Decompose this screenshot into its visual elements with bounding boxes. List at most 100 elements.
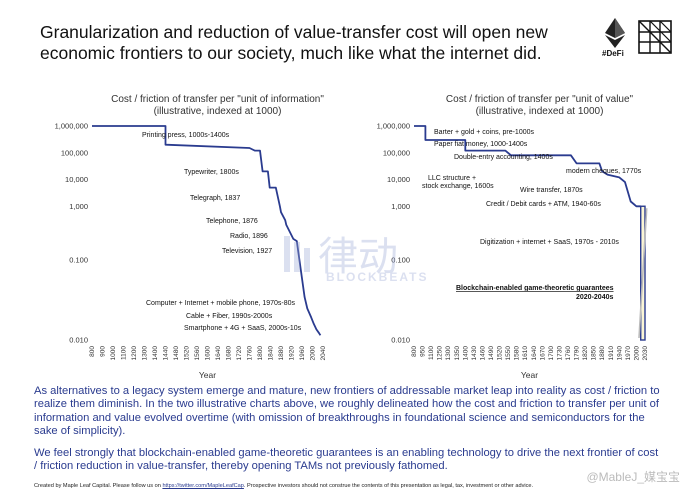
x-tick-label: 1100 <box>428 346 435 360</box>
annotation-label: Computer + Internet + mobile phone, 1970… <box>146 300 296 307</box>
x-tick-label: 1850 <box>591 346 598 361</box>
annotation-label: Radio, 1896 <box>230 233 268 240</box>
body-paragraph-2: We feel strongly that blockchain-enabled… <box>34 447 659 473</box>
x-tick-label: 1000 <box>110 346 117 361</box>
ethereum-icon <box>605 18 625 48</box>
x-tick-label: 1520 <box>184 346 191 361</box>
logo-block: #DeFi <box>596 18 676 60</box>
series-line <box>92 125 322 336</box>
annotation-label: Double-entry accounting, 1400s <box>454 154 553 161</box>
footer-suffix: . Prospective investors should not const… <box>243 483 534 489</box>
x-tick-label: 2000 <box>633 346 640 361</box>
y-tick-label: 0.010 <box>69 336 88 345</box>
x-tick-label: 1910 <box>608 346 615 361</box>
annotation-label: 2020-2040s <box>576 294 613 301</box>
x-tick-label: 1960 <box>299 346 306 361</box>
x-tick-label: 800 <box>89 346 96 357</box>
x-axis-label: Year <box>199 370 216 380</box>
x-tick-label: 1640 <box>531 346 538 361</box>
footer-disclaimer: Created by Maple Leaf Capital. Please fo… <box>34 483 674 489</box>
x-tick-label: 800 <box>411 346 418 357</box>
x-tick-label: 1560 <box>194 346 201 361</box>
y-tick-label: 1,000,000 <box>377 122 410 131</box>
x-tick-label: 1460 <box>479 346 486 361</box>
x-tick-label: 1440 <box>163 346 170 361</box>
y-tick-label: 100,000 <box>383 148 410 157</box>
annotation-label: LLC structure + <box>428 175 476 182</box>
y-tick-label: 1,000,000 <box>55 122 88 131</box>
y-tick-label: 0.010 <box>391 336 410 345</box>
x-tick-label: 1670 <box>539 346 546 361</box>
x-tick-label: 1820 <box>582 346 589 361</box>
grid-logo-icon <box>638 20 672 54</box>
title-line-1: Granularization and reduction of value-t… <box>40 22 548 42</box>
x-tick-label: 1580 <box>514 346 521 361</box>
x-tick-label: 1610 <box>522 346 529 361</box>
annotation-label: Wire transfer, 1870s <box>520 187 583 194</box>
x-tick-label: 2000 <box>310 346 317 361</box>
y-tick-label: 10,000 <box>387 175 410 184</box>
x-tick-label: 1790 <box>574 346 581 361</box>
y-tick-label: 100,000 <box>61 148 88 157</box>
x-tick-label: 1480 <box>173 346 180 361</box>
annotation-label: Printing press, 1000s-1400s <box>142 132 230 139</box>
body-paragraph-1: As alternatives to a legacy system emerg… <box>34 385 660 438</box>
x-tick-label: 1640 <box>215 346 222 361</box>
x-tick-label: 1730 <box>556 346 563 361</box>
y-tick-label: 1,000 <box>69 202 88 211</box>
chart-title-line-2: (illustrative, indexed at 1000) <box>154 106 282 117</box>
annotation-label: Credit / Debit cards + ATM, 1940-60s <box>486 201 601 208</box>
x-tick-label: 1880 <box>278 346 285 361</box>
x-tick-label: 1760 <box>247 346 254 361</box>
annotation-label: Digitization + internet + SaaS, 1970s - … <box>480 239 619 246</box>
x-tick-label: 1720 <box>236 346 243 361</box>
y-tick-label: 1,000 <box>391 202 410 211</box>
x-tick-label: 1100 <box>121 346 128 360</box>
annotation-label: Smartphone + 4G + SaaS, 2000s-10s <box>184 325 302 332</box>
x-tick-label: 1550 <box>505 346 512 361</box>
title-line-2: economic frontiers to our society, much … <box>40 43 542 63</box>
twitter-link[interactable]: https://twitter.com/MapleLeafCap <box>162 483 244 489</box>
x-tick-label: 2030 <box>642 346 649 361</box>
x-tick-label: 1490 <box>488 346 495 361</box>
x-tick-label: 1400 <box>152 346 159 361</box>
annotation-label: Barter + gold + coins, pre-1000s <box>434 129 535 136</box>
annotation-label: Television, 1927 <box>222 248 272 255</box>
page-title: Granularization and reduction of value-t… <box>40 22 600 64</box>
annotation-label: Blockchain-enabled game-theoretic guaran… <box>456 285 614 292</box>
annotation-label: Typewriter, 1800s <box>184 169 239 176</box>
x-tick-label: 950 <box>420 346 427 357</box>
x-tick-label: 1430 <box>471 346 478 361</box>
x-tick-label: 1680 <box>226 346 233 361</box>
y-tick-label: 10,000 <box>65 175 88 184</box>
annotation-label: Telephone, 1876 <box>206 218 258 225</box>
x-tick-label: 1920 <box>289 346 296 361</box>
annotation-label: modern cheques, 1770s <box>566 168 642 175</box>
x-tick-label: 1350 <box>454 346 461 361</box>
x-tick-label: 1300 <box>445 346 452 361</box>
x-tick-label: 1970 <box>625 346 632 361</box>
series-line <box>414 125 641 208</box>
x-tick-label: 2040 <box>320 346 327 361</box>
chart-title-line-2: (illustrative, indexed at 1000) <box>476 106 604 117</box>
chart-title-line-1: Cost / friction of transfer per "unit of… <box>446 94 634 105</box>
x-tick-label: 1940 <box>616 346 623 361</box>
x-tick-label: 1840 <box>268 346 275 361</box>
x-tick-label: 1520 <box>497 346 504 361</box>
x-tick-label: 1760 <box>565 346 572 361</box>
highlight-projection-line <box>638 208 648 339</box>
x-axis-label: Year <box>521 370 538 380</box>
annotation-label: stock exchange, 1600s <box>422 183 494 190</box>
x-tick-label: 1700 <box>548 346 555 361</box>
annotation-label: Cable + Fiber, 1990s-2000s <box>186 313 273 320</box>
chart-title-line-1: Cost / friction of transfer per "unit of… <box>111 94 324 105</box>
corner-watermark: @MableJ_媒宝宝 <box>586 470 680 484</box>
x-tick-label: 1300 <box>142 346 149 361</box>
footer-prefix: Created by Maple Leaf Capital. Please fo… <box>34 483 161 489</box>
x-tick-label: 1400 <box>462 346 469 361</box>
chart-information-transfer: Cost / friction of transfer per "unit of… <box>55 94 327 380</box>
x-tick-label: 1600 <box>205 346 212 361</box>
annotation-label: Paper fiat money, 1000-1400s <box>434 141 528 148</box>
x-tick-label: 1880 <box>599 346 606 361</box>
defi-label: #DeFi <box>602 49 624 58</box>
